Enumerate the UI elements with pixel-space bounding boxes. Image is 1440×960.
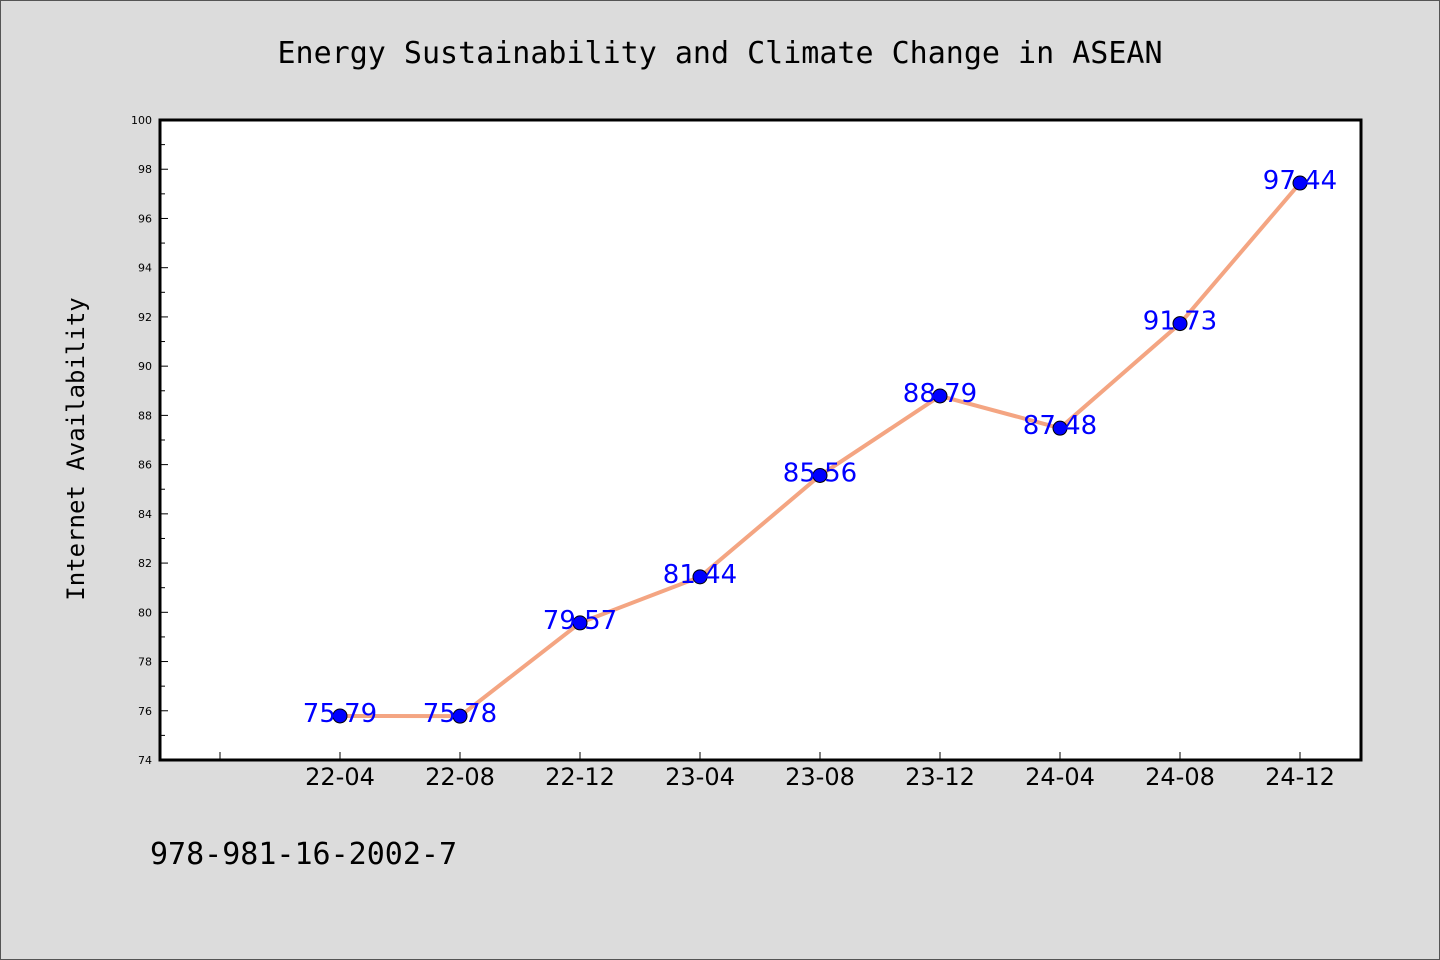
data-point <box>1292 175 1308 191</box>
y-tick-label: 94 <box>138 262 152 275</box>
data-label-group: 75.79 75.78 79.57 81.44 85.56 88.79 87.48 91.73… <box>303 166 1337 729</box>
y-tick-label: 84 <box>138 508 152 521</box>
y-tick-label: 92 <box>138 311 152 324</box>
y-tick-label: 86 <box>138 459 152 472</box>
x-tick-label: 24-08 <box>1145 763 1215 791</box>
plot-area <box>160 120 1361 760</box>
x-tick-label: 23-12 <box>905 763 975 791</box>
data-point <box>332 708 348 724</box>
data-label: 79.57 <box>543 606 617 636</box>
y-axis-label: Internet Availability <box>62 297 90 600</box>
data-label: 87.48 <box>1023 411 1097 441</box>
x-tick-label: 22-12 <box>545 763 615 791</box>
data-label: 81.44 <box>663 560 737 590</box>
data-label: 91.73 <box>1143 307 1217 337</box>
data-point <box>1052 420 1068 436</box>
y-tick-label: 96 <box>138 212 152 225</box>
y-tick-label: 88 <box>138 409 152 422</box>
data-label: 85.56 <box>783 458 857 488</box>
x-tick-label: 22-08 <box>425 763 495 791</box>
y-tick-label: 90 <box>138 360 152 373</box>
footer-code: 978-981-16-2002-7 <box>150 837 457 872</box>
data-point <box>932 388 948 404</box>
x-tick-label: 24-04 <box>1025 763 1095 791</box>
data-point <box>692 569 708 585</box>
data-point <box>812 467 828 483</box>
x-tick-label: 23-04 <box>665 763 735 791</box>
data-label: 88.79 <box>903 379 977 409</box>
data-label: 75.79 <box>303 699 377 729</box>
y-tick-label: 80 <box>138 606 152 619</box>
x-tick-label: 22-04 <box>305 763 375 791</box>
y-tick-label: 74 <box>138 754 152 767</box>
y-tick-label: 98 <box>138 163 152 176</box>
x-axis: 22-04 22-08 22-12 23-04 23-08 23-12 24-04 24-08… <box>219 752 1335 791</box>
data-point <box>452 708 468 724</box>
data-point <box>1172 316 1188 332</box>
y-tick-label: 82 <box>138 557 152 570</box>
y-tick-label: 76 <box>138 705 152 718</box>
series-group <box>332 175 1308 724</box>
x-tick-label: 24-12 <box>1265 763 1335 791</box>
y-tick-label: 78 <box>138 656 152 669</box>
y-tick-label: 100 <box>131 114 152 127</box>
data-point <box>572 615 588 631</box>
plot-frame <box>158 118 1363 762</box>
chart-title: Energy Sustainability and Climate Change… <box>277 36 1162 71</box>
data-label: 75.78 <box>423 699 497 729</box>
x-tick-label: 23-08 <box>785 763 855 791</box>
data-label: 97.44 <box>1263 166 1337 196</box>
